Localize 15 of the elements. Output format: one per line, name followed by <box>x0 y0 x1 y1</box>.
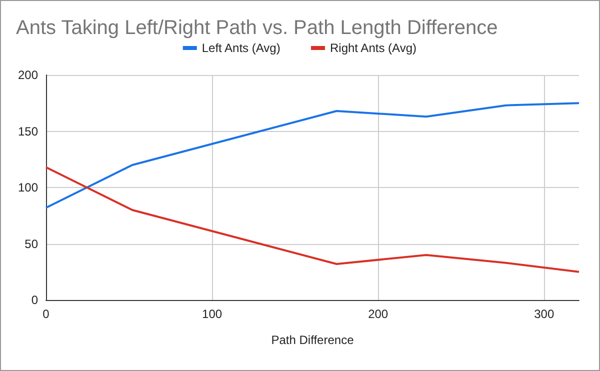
x-axis-title: Path Difference <box>271 333 354 347</box>
line-series <box>45 102 580 209</box>
y-tick-label: 150 <box>18 124 38 138</box>
legend-label: Right Ants (Avg) <box>330 41 416 55</box>
x-tick-label: 200 <box>368 307 388 321</box>
x-tick-label: 0 <box>42 307 50 321</box>
y-tick-label: 0 <box>31 293 38 307</box>
legend-label: Left Ants (Avg) <box>202 41 280 55</box>
y-tick-label: 50 <box>24 236 38 251</box>
x-tick-label: 300 <box>534 307 554 321</box>
y-tick-label: 200 <box>18 68 38 82</box>
y-tick-label: 100 <box>18 180 38 194</box>
line-series <box>45 166 580 273</box>
chart-title: Ants Taking Left/Right Path vs. Path Length Difference <box>16 17 498 39</box>
x-tick-label: 100 <box>202 307 222 321</box>
